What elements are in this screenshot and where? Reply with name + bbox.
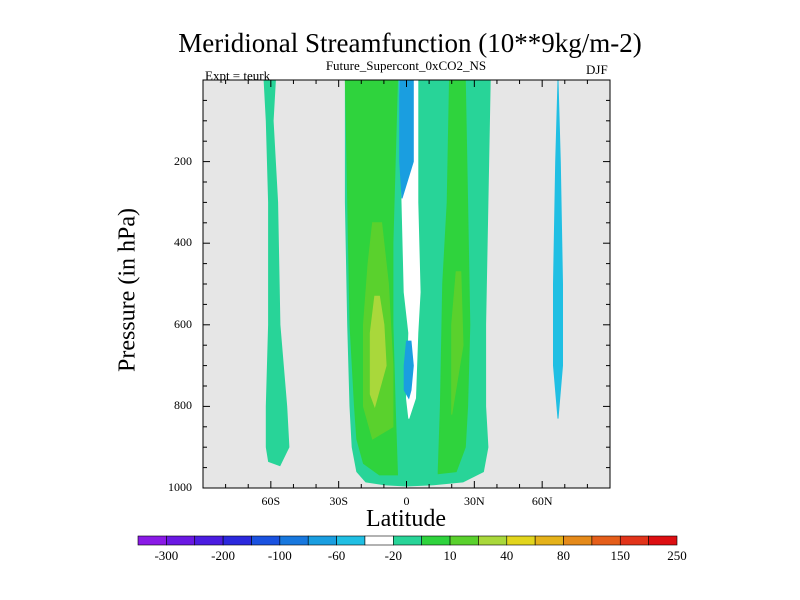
colorbar-label: 250 xyxy=(667,548,687,563)
chart-title: Meridional Streamfunction (10**9kg/m-2) xyxy=(178,28,642,58)
colorbar-swatch xyxy=(251,535,281,546)
colorbar-swatch xyxy=(506,535,536,546)
colorbar-label: 40 xyxy=(500,548,514,563)
colorbar-label: 10 xyxy=(443,548,457,563)
contour-sh-level-150 xyxy=(369,295,387,409)
colorbar-swatch xyxy=(137,535,167,546)
season-label: DJF xyxy=(586,62,608,77)
contour-nh-60n-negative xyxy=(553,79,563,419)
x-tick-label: 30S xyxy=(329,494,348,508)
contour-nh-level-80 xyxy=(451,271,464,415)
y-tick-label: 400 xyxy=(174,235,192,250)
colorbar-swatch xyxy=(307,535,337,546)
colorbar-swatch xyxy=(619,535,649,546)
colorbar-label: -20 xyxy=(384,548,402,563)
colorbar-swatch xyxy=(393,535,422,546)
colorbar-label: -300 xyxy=(154,548,179,563)
colorbar-swatch xyxy=(336,535,366,546)
y-tick-label: 200 xyxy=(174,153,192,168)
colorbar-swatch xyxy=(449,535,479,546)
colorbar-label: -200 xyxy=(211,548,236,563)
colorbar-swatch xyxy=(364,535,394,546)
colorbar-label: -60 xyxy=(327,548,346,563)
x-tick-label: 60N xyxy=(531,494,553,508)
colorbar-label: -100 xyxy=(267,548,292,563)
colorbar-swatch xyxy=(421,535,451,546)
x-tick-label: 30N xyxy=(463,494,485,508)
x-axis-title: Latitude xyxy=(366,506,446,532)
colorbar-swatch xyxy=(166,535,196,546)
colorbar-swatch xyxy=(222,535,252,546)
colorbar-swatch xyxy=(478,535,508,546)
colorbar-label: 150 xyxy=(610,548,631,563)
chart-subtitle: Future_Supercont_0xCO2_NS xyxy=(325,58,487,73)
contour-nh-hadley-core xyxy=(437,79,471,475)
y-tick-label: 1000 xyxy=(168,480,192,494)
colorbar-label: 80 xyxy=(557,548,571,563)
colorbar-swatch xyxy=(563,535,593,546)
colorbar-swatch xyxy=(648,535,678,546)
contour-regions xyxy=(203,79,610,488)
contour-nh-small-positive xyxy=(430,79,437,101)
axis-ticks xyxy=(203,80,610,489)
colorbar-swatch xyxy=(279,535,309,546)
contour-sh-polar-cell xyxy=(263,79,290,467)
colorbar-swatch xyxy=(194,535,224,546)
colorbar-swatch xyxy=(534,535,564,546)
x-tick-label: 0 xyxy=(403,494,410,508)
contour-equatorial-negative-lower xyxy=(403,340,414,400)
y-tick-label: 600 xyxy=(174,316,192,331)
x-tick-label: 60S xyxy=(261,494,281,508)
experiment-label: Expt = teurk xyxy=(205,68,271,83)
colorbar xyxy=(137,535,678,546)
y-tick-label: 800 xyxy=(174,398,192,413)
colorbar-swatch xyxy=(591,535,621,546)
